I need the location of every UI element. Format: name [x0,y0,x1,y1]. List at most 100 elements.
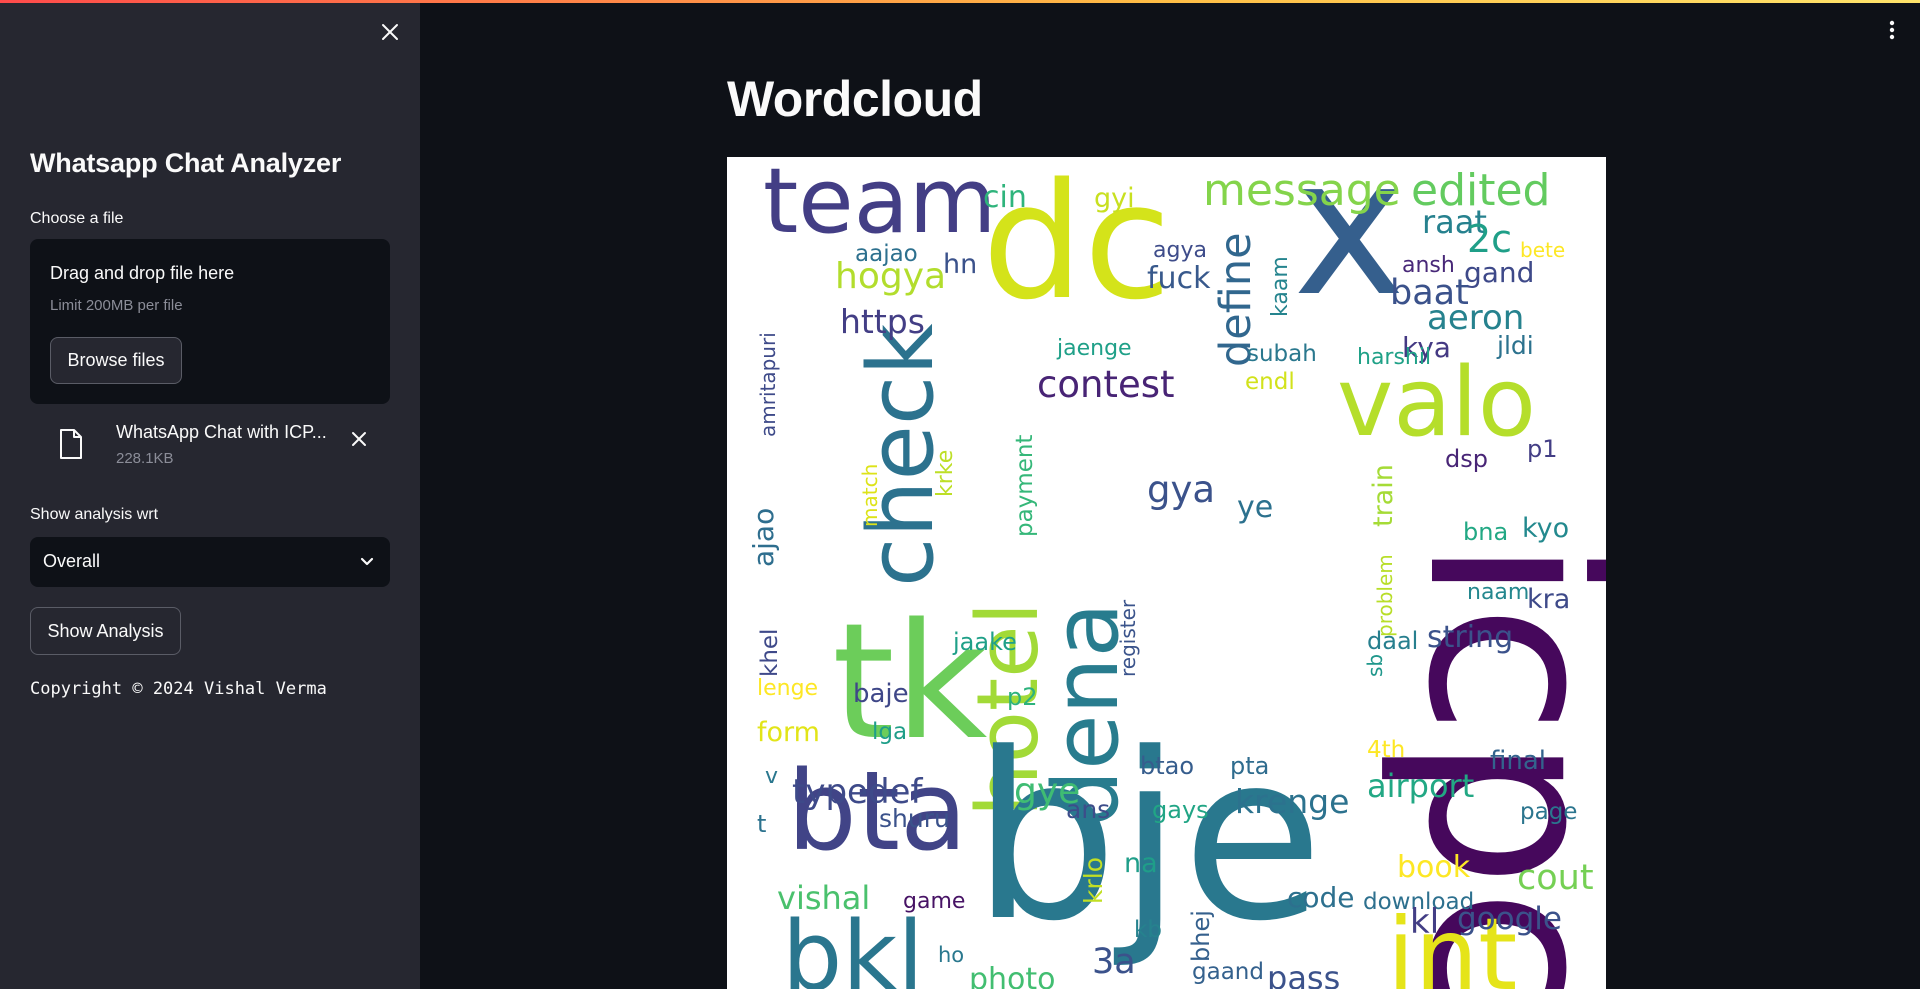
wordcloud-word: bje [972,705,1323,972]
wordcloud-word: t [757,810,766,838]
wordcloud-word: endl [1245,369,1295,395]
wordcloud-word: bhej [1187,910,1215,962]
wordcloud-word: team [763,157,996,254]
file-icon [60,429,82,459]
wordcloud-word: agya [1153,238,1207,263]
wordcloud-word: page [1520,799,1577,825]
show-analysis-button[interactable]: Show Analysis [30,607,181,655]
wordcloud-word: krenge [1235,782,1349,821]
page-title: Wordcloud [727,71,983,127]
wordcloud-word: p1 [1527,435,1558,463]
wordcloud-word: ans [1066,795,1110,824]
wordcloud-word: edited [1411,165,1550,216]
wordcloud-word: train [1368,464,1399,527]
wordcloud-word: fuck [1147,261,1211,296]
wordcloud-word: kra [1527,584,1570,615]
wordcloud-word: contest [1037,363,1175,406]
wordcloud-word: ansh [1402,253,1455,278]
wordcloud-word: p2 [1007,683,1038,711]
wordcloud-word: btao [1140,752,1194,780]
close-sidebar-icon[interactable] [376,18,404,46]
wordcloud-word: int [1387,896,1517,989]
more-options-icon[interactable] [1880,18,1904,42]
wordcloud-word: dena [1034,602,1139,827]
wordcloud-word: game [903,889,965,914]
wordcloud-word: kb [1134,917,1162,943]
wordcloud-word: payment [1012,435,1038,537]
wordcloud-word: define [1211,232,1261,367]
wordcloud-word: daal [1367,627,1418,655]
wordcloud-word: baje [853,679,909,709]
wordcloud-word: shuru [879,804,950,833]
wordcloud-word: cout [1517,858,1594,898]
wordcloud-word: google [1457,901,1562,937]
chevron-down-icon [360,557,374,566]
wordcloud-word: kaam [1268,256,1293,317]
wordcloud-word: x [1293,157,1405,338]
wordcloud-word: problem [1373,554,1397,637]
top-decoration-bar [0,0,1920,3]
wordcloud-word: final [1490,746,1546,776]
dropzone-limit: Limit 200MB per file [50,297,183,314]
wordcloud-word: hogya [835,256,946,297]
file-size: 228.1KB [116,450,174,467]
wordcloud-word: dsp [1445,445,1488,473]
wordcloud-word: raat [1422,203,1487,241]
wordcloud-word: jldi [1496,331,1534,360]
file-dropzone[interactable]: Drag and drop file here Limit 200MB per … [30,239,390,404]
analysis-select-label: Show analysis wrt [30,506,159,523]
wordcloud-word: jaenge [1056,336,1132,361]
uploaded-file: WhatsApp Chat with ICP... 228.1KB [30,420,390,470]
wordcloud-word: string [1427,620,1513,655]
wordcloud-word: kl [1410,902,1439,942]
wordcloud-word: kyo [1522,513,1569,544]
wordcloud-word: naam [1467,580,1529,605]
wordcloud-word: bna [1463,518,1508,546]
wordcloud-word: vishal [777,879,870,917]
analysis-select[interactable]: Overall [30,537,390,587]
wordcloud-word: gyi [1094,183,1135,214]
wordcloud-word: code [1287,881,1355,914]
wordcloud-word: gye [1014,771,1080,812]
wordcloud-word: 2c [1467,217,1512,261]
analysis-select-value: Overall [43,551,101,571]
wordcloud-word: subah [1247,341,1317,367]
wordcloud-word: krke [933,450,958,497]
file-uploader-label: Choose a file [30,210,124,227]
wordcloud-word: gays [1152,796,1209,824]
copyright-text: Copyright © 2024 Vishal Verma [30,679,327,699]
wordcloud-word: harshil [1357,345,1431,370]
browse-files-button[interactable]: Browse files [50,337,182,384]
wordcloud-word: hn [787,157,1606,161]
wordcloud-word: krlo [1079,857,1108,904]
wordcloud-word: bete [1520,238,1565,262]
wordcloud-word: gand [1464,256,1534,289]
wordcloud-word: bkl [782,902,924,989]
wordcloud-word: jaake [952,628,1017,656]
remove-file-icon[interactable] [346,426,372,452]
wordcloud-word: form [757,717,820,748]
wordcloud-word: hotel [959,602,1058,817]
dropzone-title: Drag and drop file here [50,263,235,283]
wordcloud-word: icpc [1375,537,1606,989]
app-title: Whatsapp Chat Analyzer [30,148,342,178]
wordcloud-word: ye [1237,490,1273,525]
wordcloud-word: gaand [1192,959,1264,985]
wordcloud-word: amritapuri [756,332,780,437]
wordcloud-word: photo [969,962,1056,989]
wordcloud-word: lenge [757,676,818,701]
file-name: WhatsApp Chat with ICP... [116,422,327,442]
wordcloud-word: na [1124,848,1158,879]
wordcloud-word: 3a [1092,942,1136,982]
wordcloud-word: airport [1367,767,1474,805]
wordcloud-word: typedef [792,772,923,812]
sidebar: Whatsapp Chat Analyzer Choose a file Dra… [0,0,420,989]
wordcloud-word: aeron [1427,298,1524,338]
wordcloud-word: gya [1147,468,1215,511]
wordcloud-word: khel [757,629,783,677]
wordcloud-word: check [849,324,954,588]
wordcloud-word: dc [982,157,1172,335]
wordcloud-word: 4th [1367,737,1405,763]
